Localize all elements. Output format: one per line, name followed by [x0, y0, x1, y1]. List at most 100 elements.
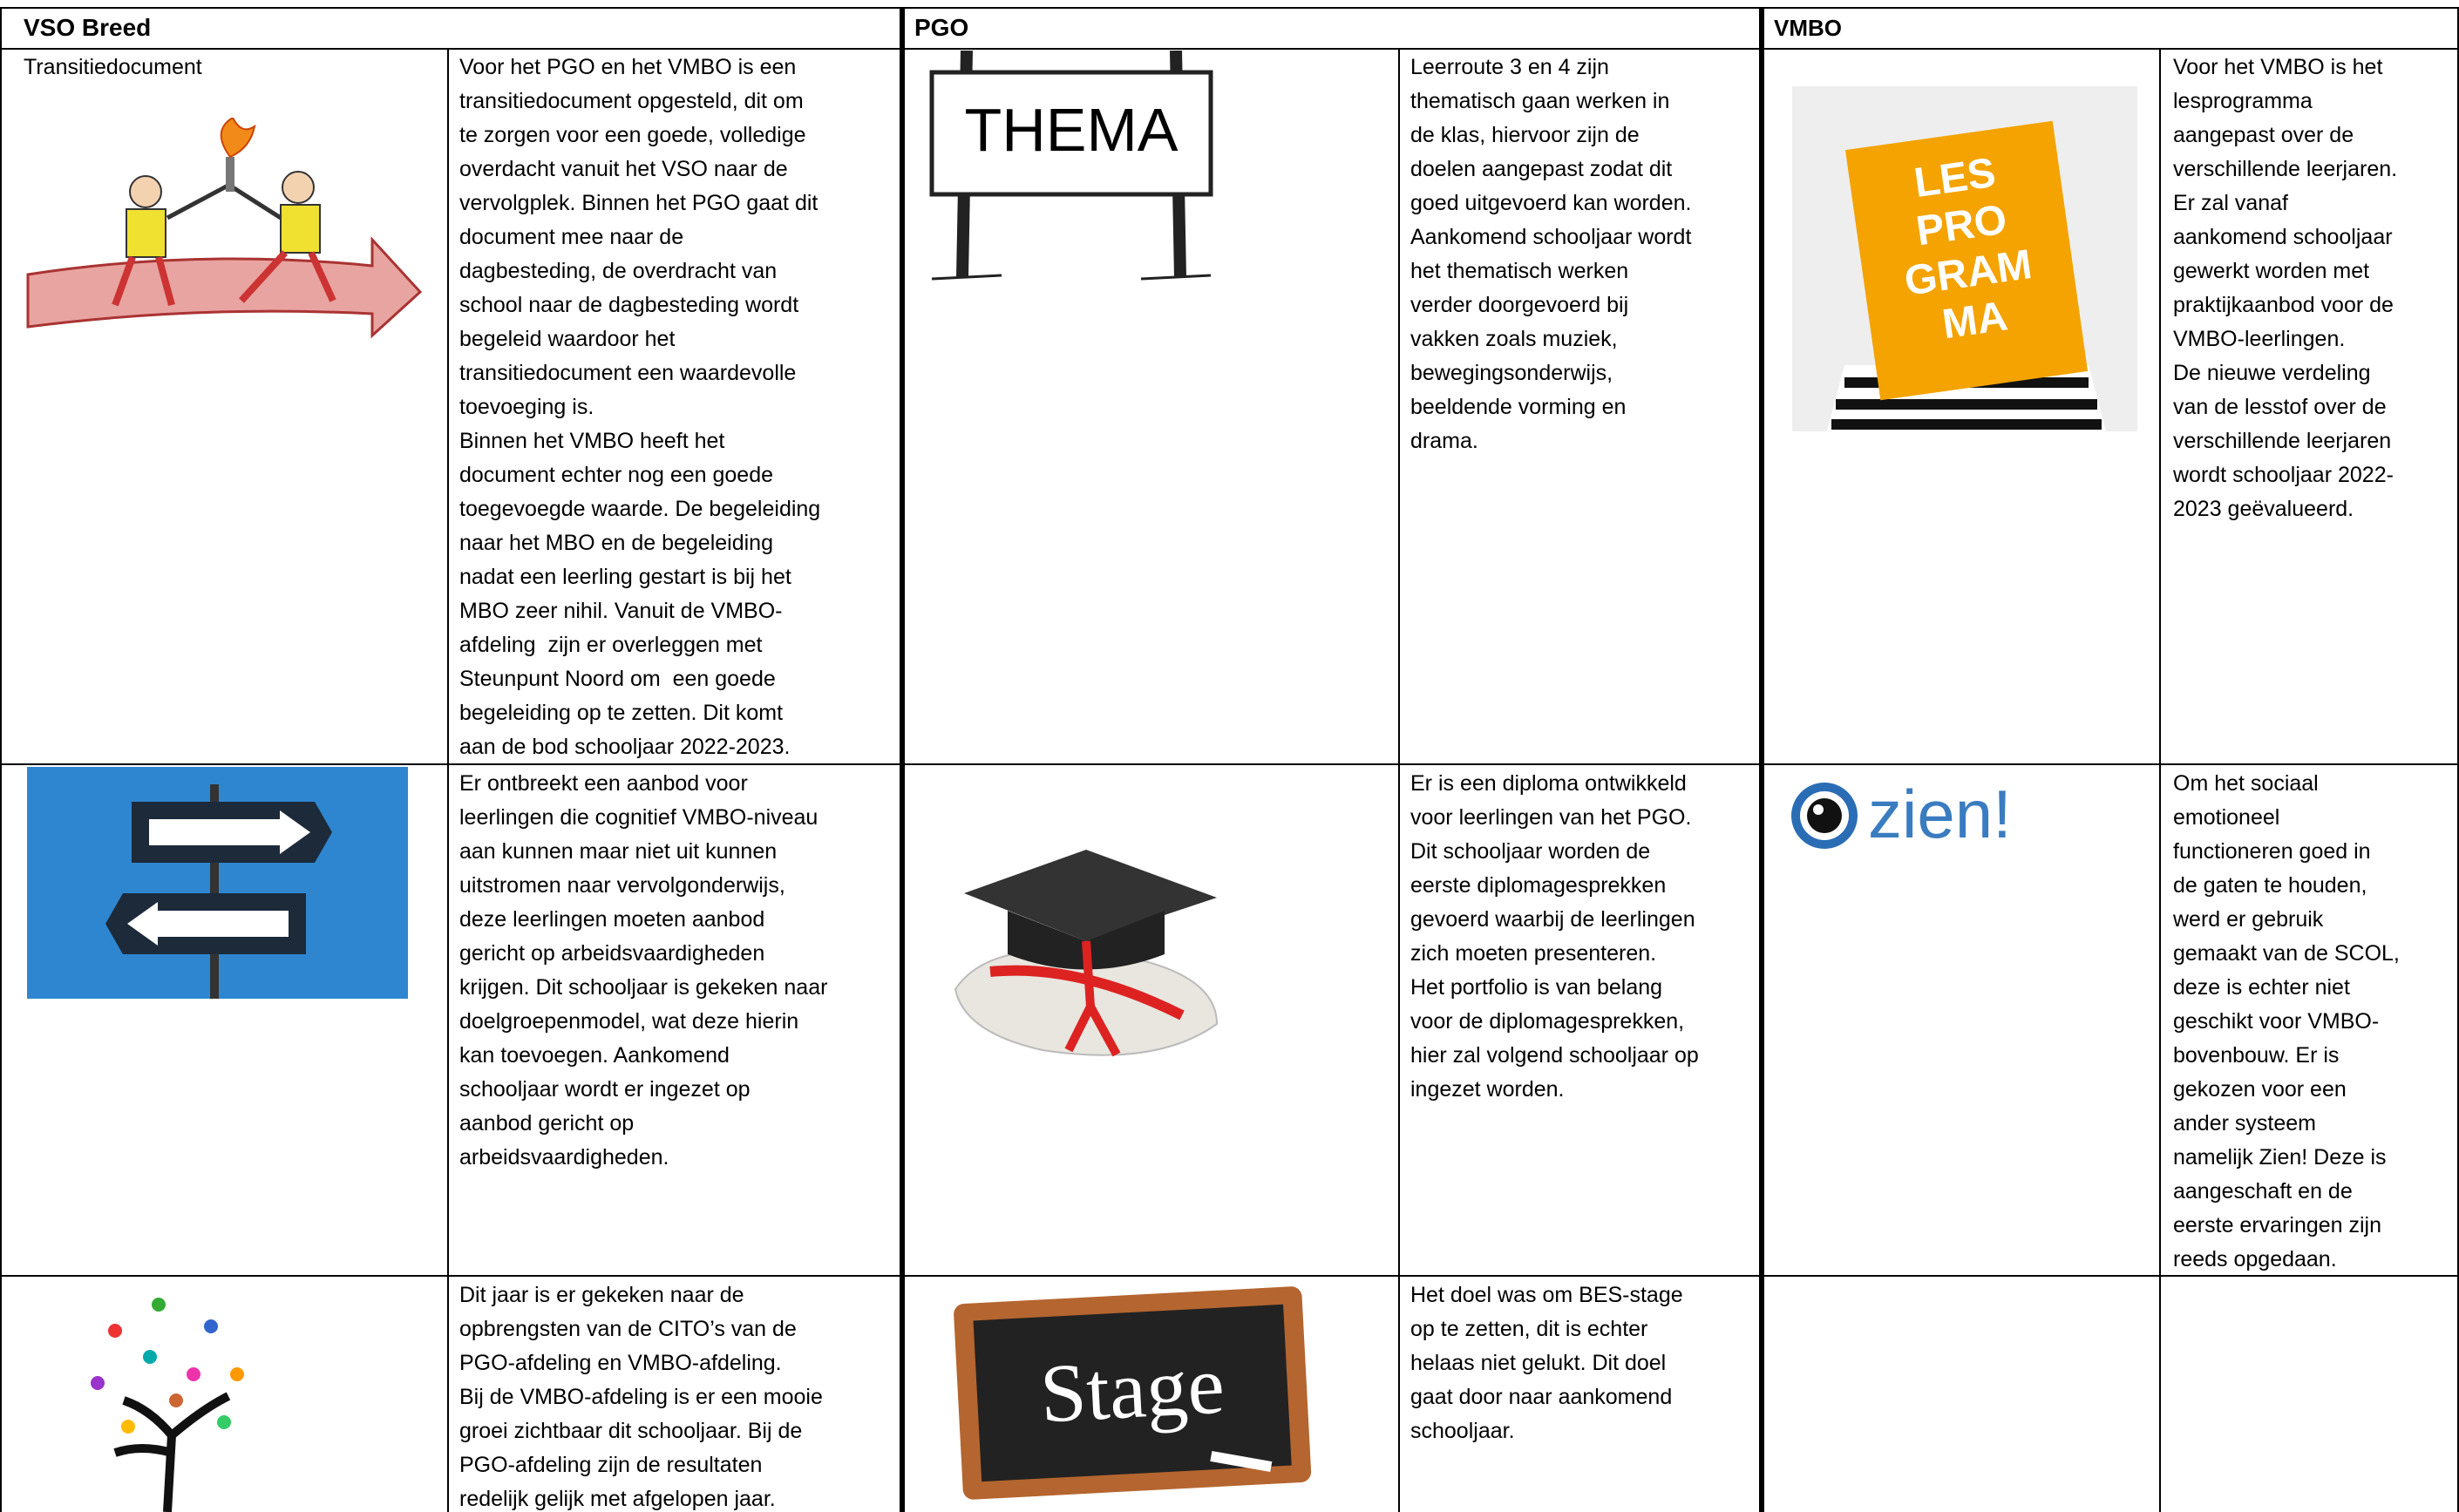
text-line: vervolgplek. Binnen het PGO gaat dit: [459, 191, 819, 215]
text-line: van de lesstof over de: [2173, 395, 2387, 419]
text-line: aan de bod schooljaar 2022-2023.: [459, 735, 791, 759]
text-line: aan kunnen maar niet uit kunnen: [459, 839, 778, 864]
text-line: Dit schooljaar worden de: [1410, 839, 1651, 864]
text-line: de gaten te houden,: [2173, 873, 2367, 898]
text-line: lesprogramma: [2173, 89, 2313, 113]
text-line: doelgroepenmodel, wat deze hierin: [459, 1009, 799, 1034]
text-line: Er zal vanaf: [2173, 191, 2289, 215]
text-line: hier zal volgend schooljaar op: [1410, 1043, 1699, 1068]
image-text: MA: [1939, 293, 2010, 348]
text-line: gaat door naar aankomend: [1410, 1385, 1673, 1409]
row-label: Transitiedocument: [24, 55, 202, 79]
text-line: aangepast over de: [2173, 123, 2354, 147]
text-line: aangeschaft en de: [2173, 1179, 2353, 1203]
cell-text: Er is een diploma ontwikkeld voor leerlin…: [1410, 767, 1755, 1276]
text-line: groei zichtbaar dit schooljaar. Bij de: [459, 1419, 803, 1443]
image-text: Stage: [1038, 1339, 1226, 1441]
text-line: Bij de VMBO-afdeling is er een mooie: [459, 1385, 823, 1409]
text-line: schooljaar wordt er ingezet op: [459, 1077, 751, 1102]
text-line: gewerkt worden met: [2173, 259, 2370, 283]
text-line: Binnen het VMBO heeft het: [459, 429, 725, 453]
text-line: transitiedocument opgesteld, dit om: [459, 89, 804, 113]
text-line: transitiedocument een waardevolle: [459, 361, 797, 385]
image-text: zien!: [1868, 776, 2012, 852]
text-line: Er is een diploma ontwikkeld: [1410, 771, 1687, 796]
text-line: Leerroute 3 en 4 zijn: [1410, 55, 1609, 79]
table-border: [0, 763, 2459, 765]
text-line: op te zetten, dit is echter: [1410, 1317, 1648, 1341]
text-line: opbrengsten van de CITO’s van de: [459, 1317, 797, 1341]
table-border: [0, 7, 2, 1512]
table-border: [0, 48, 2459, 50]
text-line: functioneren goed in: [2173, 839, 2371, 864]
text-line: Dit jaar is er gekeken naar de: [459, 1283, 744, 1307]
text-line: PGO-afdeling zijn de resultaten: [459, 1453, 763, 1477]
text-line: school naar de dagbesteding wordt: [459, 293, 799, 317]
text-line: emotioneel: [2173, 805, 2280, 830]
text-line: voor leerlingen van het PGO.: [1410, 805, 1692, 830]
text-line: namelijk Zien! Deze is: [2173, 1145, 2387, 1170]
text-line: MBO zeer nihil. Vanuit de VMBO-: [459, 599, 783, 623]
text-line: gericht op arbeidsvaardigheden: [459, 941, 765, 966]
relay-illustration: [26, 118, 423, 339]
text-line: wordt schooljaar 2022-: [2173, 463, 2394, 487]
table-border: [0, 7, 2459, 9]
text-line: beeldende vorming en: [1410, 395, 1627, 419]
thema-sign: THEMA: [929, 51, 1213, 281]
cell-text: Voor het VMBO is het lesprogramma aangepas…: [2173, 51, 2454, 763]
text-line: bewegingsonderwijs,: [1410, 361, 1613, 385]
column-header: VMBO: [1774, 15, 1842, 41]
text-line: document mee naar de: [459, 225, 684, 249]
text-line: aankomend schooljaar: [2173, 225, 2393, 249]
text-line: te zorgen voor een goede, volledige: [459, 123, 806, 147]
lesprogramma-image: LES PRO GRAM MA: [1792, 86, 2137, 431]
text-line: begeleid waardoor het: [459, 327, 676, 351]
text-line: begeleiding op te zetten. Dit komt: [459, 701, 784, 725]
text-line: verder doorgevoerd bij: [1410, 293, 1629, 317]
number-tree-image: [91, 1298, 244, 1512]
text-line: eerste diplomagesprekken: [1410, 873, 1667, 898]
text-line: het thematisch werken: [1410, 259, 1629, 283]
text-line: geschikt voor VMBO-: [2173, 1009, 2380, 1034]
diploma-image: [954, 850, 1219, 1057]
table-border: [900, 7, 905, 1512]
text-line: arbeidsvaardigheden.: [459, 1145, 669, 1170]
text-line: redelijk gelijk met afgelopen jaar.: [459, 1487, 776, 1511]
image-text: LES: [1912, 150, 1999, 207]
cell-text: Om het sociaal emotioneel functioneren goe…: [2173, 767, 2454, 1276]
text-line: aanbod gericht op: [459, 1111, 635, 1136]
text-line: uitstromen naar vervolgonderwijs,: [459, 873, 785, 898]
cell-text: Dit jaar is er gekeken naar de opbrengste…: [459, 1278, 895, 1512]
text-line: schooljaar.: [1410, 1419, 1515, 1443]
cell-text: Het doel was om BES-stage op te zetten, d…: [1410, 1278, 1755, 1512]
text-line: verschillende leerjaren.: [2173, 157, 2398, 181]
text-line: afdeling zijn er overleggen met: [459, 633, 763, 657]
cell-text: Voor het PGO en het VMBO is een transitie…: [459, 51, 895, 763]
text-line: leerlingen die cognitief VMBO-niveau: [459, 805, 819, 830]
text-line: Steunpunt Noord om een goede: [459, 667, 776, 691]
text-line: helaas niet gelukt. Dit doel: [1410, 1351, 1667, 1375]
text-line: goed uitgevoerd kan worden.: [1410, 191, 1692, 215]
text-line: werd er gebruik: [2173, 907, 2324, 932]
text-line: thematisch gaan werken in: [1410, 89, 1670, 113]
text-line: toevoeging is.: [459, 395, 594, 419]
table-border: [2457, 7, 2459, 1512]
arrow-signs-image: [27, 767, 408, 999]
text-line: Voor het PGO en het VMBO is een: [459, 55, 797, 79]
text-line: gemaakt van de SCOL,: [2173, 941, 2400, 966]
column-header: PGO: [914, 14, 969, 41]
text-line: naar het MBO en de begeleiding: [459, 531, 773, 555]
stage-board-image: Stage: [954, 1286, 1312, 1500]
text-line: 2023 geëvalueerd.: [2173, 497, 2354, 521]
text-line: krijgen. Dit schooljaar is gekeken naar: [459, 975, 828, 1000]
table-border: [0, 1275, 2459, 1277]
text-line: nadat een leerling gestart is bij het: [459, 565, 791, 589]
text-line: doelen aangepast zodat dit: [1410, 157, 1673, 181]
text-line: dagbesteding, de overdracht van: [459, 259, 778, 283]
text-line: Om het sociaal: [2173, 771, 2319, 796]
text-line: Aankomend schooljaar wordt: [1410, 225, 1692, 249]
text-line: Het portfolio is van belang: [1410, 975, 1663, 1000]
text-line: eerste ervaringen zijn: [2173, 1213, 2382, 1237]
text-line: verschillende leerjaren: [2173, 429, 2392, 453]
